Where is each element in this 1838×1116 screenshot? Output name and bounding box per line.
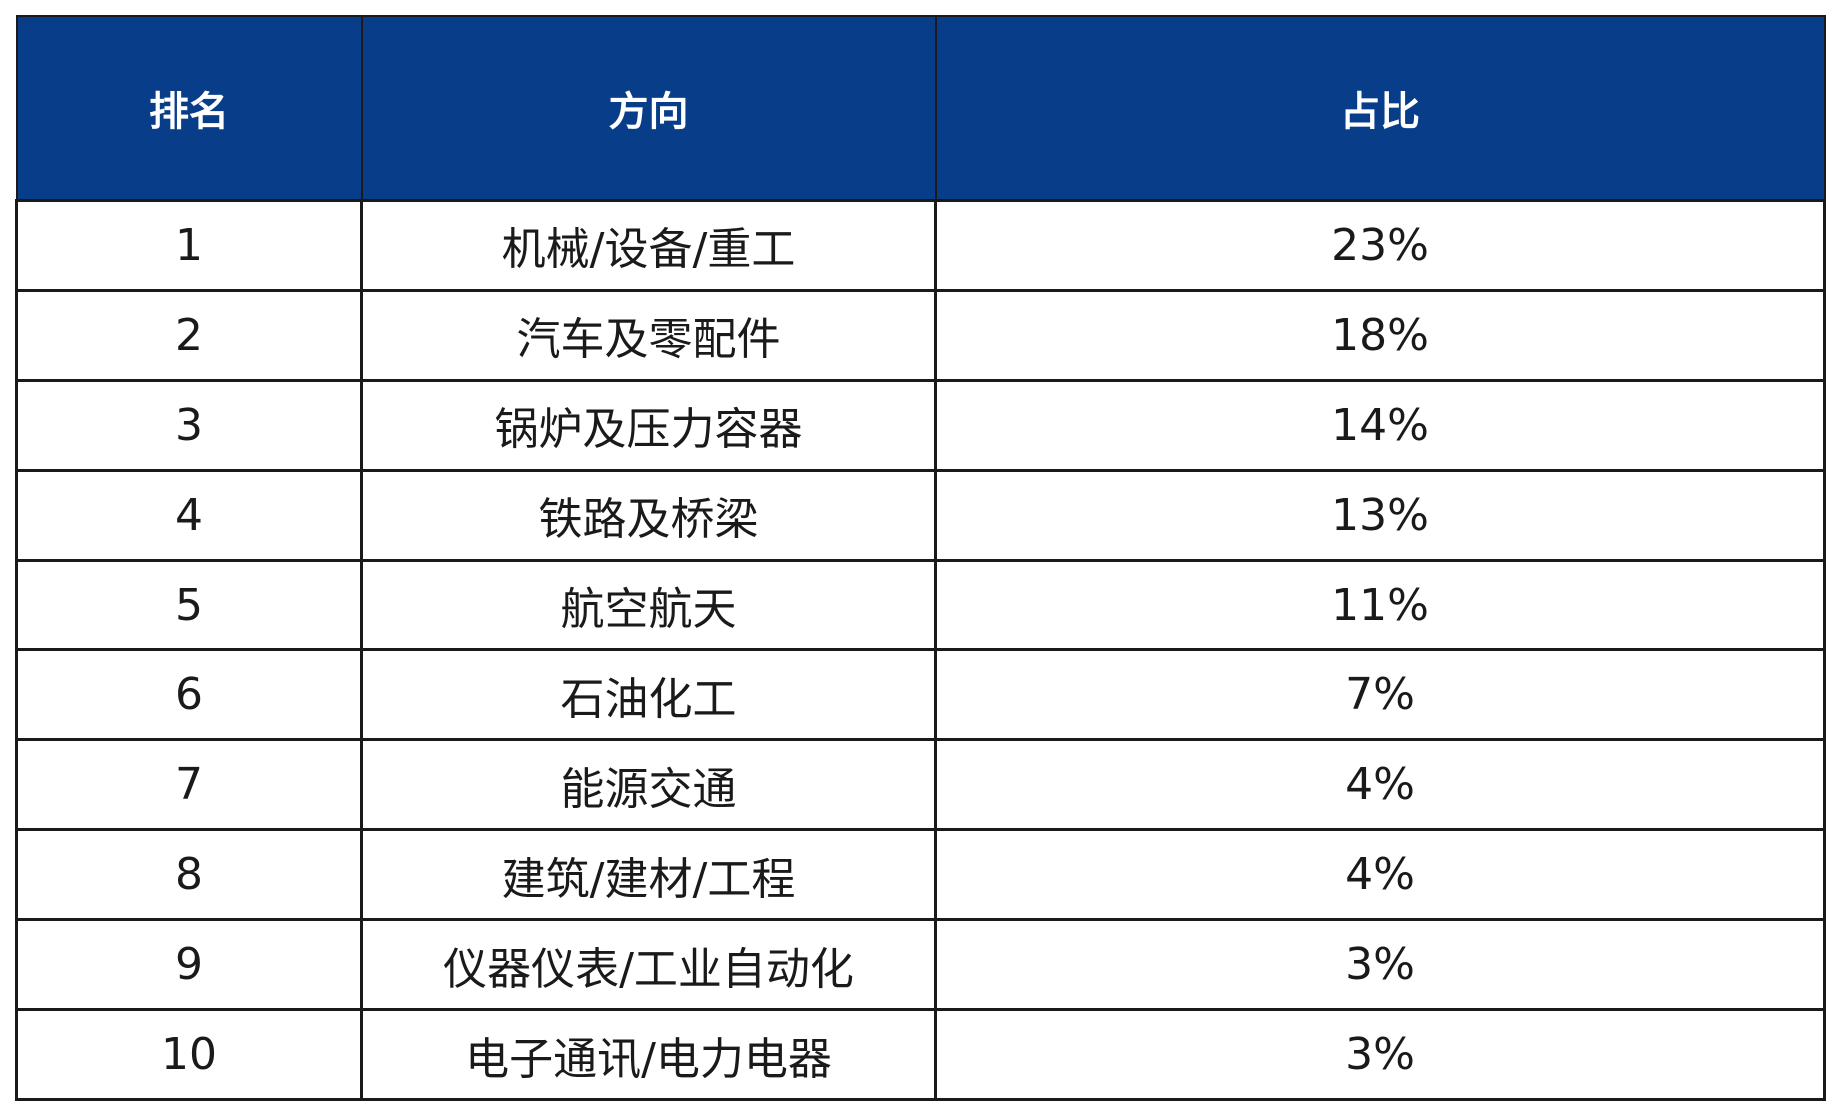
- share-cell: 18%: [934, 288, 1826, 382]
- share-cell: 4%: [934, 828, 1826, 922]
- direction-cell: 电子通讯/电力电器: [360, 1008, 937, 1101]
- share-cell: 7%: [934, 648, 1826, 742]
- column-header-direction: 方向: [360, 15, 937, 202]
- rank-cell: 8: [15, 828, 363, 922]
- rank-cell: 9: [15, 918, 363, 1012]
- share-cell: 4%: [934, 738, 1826, 832]
- share-cell: 3%: [934, 1008, 1826, 1101]
- rank-cell: 3: [15, 378, 363, 472]
- direction-cell: 航空航天: [360, 558, 937, 652]
- table-row: 2 汽车及零配件 18%: [15, 288, 1826, 382]
- rank-cell: 1: [15, 199, 363, 292]
- rank-cell: 10: [15, 1008, 363, 1101]
- rank-cell: 2: [15, 288, 363, 382]
- table-row: 7 能源交通 4%: [15, 738, 1826, 832]
- direction-cell: 机械/设备/重工: [360, 199, 937, 292]
- table-row: 1 机械/设备/重工 23%: [15, 199, 1826, 292]
- direction-cell: 建筑/建材/工程: [360, 828, 937, 922]
- rank-cell: 5: [15, 558, 363, 652]
- direction-cell: 锅炉及压力容器: [360, 378, 937, 472]
- table-row: 5 航空航天 11%: [15, 558, 1826, 652]
- direction-cell: 铁路及桥梁: [360, 468, 937, 562]
- rank-cell: 7: [15, 738, 363, 832]
- table-body: 1 机械/设备/重工 23% 2 汽车及零配件 18% 3 锅炉及压力容器 14% 4 铁路及桥梁 1…: [15, 199, 1826, 1101]
- rank-cell: 4: [15, 468, 363, 562]
- table-row: 9 仪器仪表/工业自动化 3%: [15, 918, 1826, 1012]
- column-header-rank: 排名: [15, 15, 363, 202]
- share-cell: 11%: [934, 558, 1826, 652]
- table-row: 6 石油化工 7%: [15, 648, 1826, 742]
- direction-cell: 仪器仪表/工业自动化: [360, 918, 937, 1012]
- table-header-row: 排名 方向 占比: [15, 15, 1826, 202]
- share-cell: 23%: [934, 199, 1826, 292]
- table-row: 4 铁路及桥梁 13%: [15, 468, 1826, 562]
- rank-cell: 6: [15, 648, 363, 742]
- direction-cell: 汽车及零配件: [360, 288, 937, 382]
- share-cell: 14%: [934, 378, 1826, 472]
- direction-cell: 能源交通: [360, 738, 937, 832]
- ranking-table: 排名 方向 占比 1 机械/设备/重工 23% 2 汽车及零配件 18% 3 锅炉及压力容器 1…: [15, 15, 1826, 1101]
- table-row: 8 建筑/建材/工程 4%: [15, 828, 1826, 922]
- column-header-share: 占比: [934, 15, 1826, 202]
- table-row: 10 电子通讯/电力电器 3%: [15, 1008, 1826, 1101]
- share-cell: 13%: [934, 468, 1826, 562]
- direction-cell: 石油化工: [360, 648, 937, 742]
- table-row: 3 锅炉及压力容器 14%: [15, 378, 1826, 472]
- share-cell: 3%: [934, 918, 1826, 1012]
